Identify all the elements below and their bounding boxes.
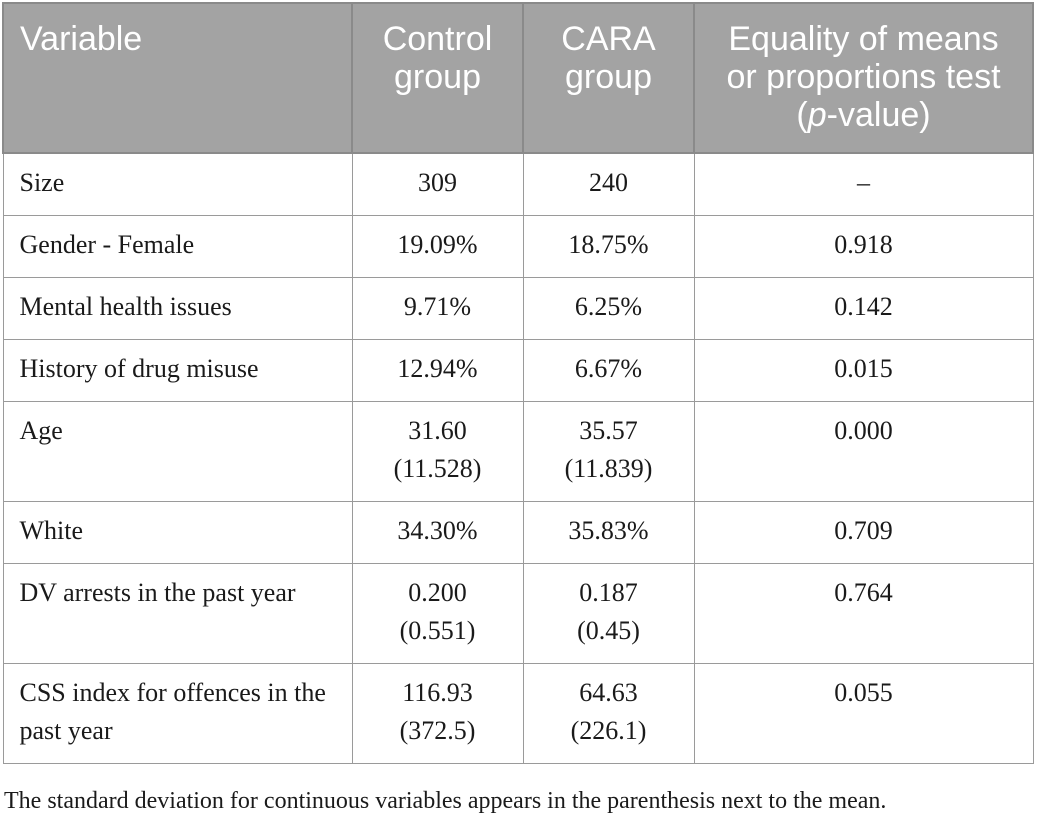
cell-cara-value: 18.75%: [568, 230, 649, 259]
cell-test: –: [693, 152, 1034, 216]
header-cara-group: CARA group: [522, 2, 695, 154]
header-control-group: Control group: [351, 2, 524, 154]
cell-control: 19.09%: [351, 215, 524, 278]
cell-cara: 64.63 (226.1): [522, 663, 695, 764]
cell-test: 0.142: [693, 277, 1034, 340]
table-row: CSS index for offences in the past year …: [2, 663, 1034, 764]
cell-test: 0.000: [693, 401, 1034, 502]
header-test-pvalue: Equality of means or proportions test (p…: [693, 2, 1034, 154]
cell-cara: 6.25%: [522, 277, 695, 340]
header-row: Variable Control group CARA group Equali…: [2, 2, 1034, 154]
cell-cara: 240: [522, 152, 695, 216]
cell-variable: Mental health issues: [2, 277, 353, 340]
header-test-suffix: -value): [826, 96, 931, 134]
cell-cara-value: 6.67%: [574, 354, 643, 383]
cell-test: 0.015: [693, 339, 1034, 402]
cell-control-value: 0.200: [408, 578, 467, 607]
cell-variable: History of drug misuse: [2, 339, 353, 402]
table-row: White 34.30% 35.83% 0.709: [2, 501, 1034, 564]
cell-variable: Gender - Female: [2, 215, 353, 278]
table-row: Mental health issues 9.71% 6.25% 0.142: [2, 277, 1034, 340]
table-row: History of drug misuse 12.94% 6.67% 0.01…: [2, 339, 1034, 402]
results-table: Variable Control group CARA group Equali…: [2, 2, 1034, 764]
cell-control-sd: (0.551): [399, 616, 476, 645]
cell-control-value: 12.94%: [397, 354, 478, 383]
table-footnote: The standard deviation for continuous va…: [4, 788, 887, 814]
cell-cara-sd: (11.839): [564, 454, 653, 483]
cell-variable: Size: [2, 152, 353, 216]
cell-control-sd: (11.528): [393, 454, 482, 483]
cell-test: 0.918: [693, 215, 1034, 278]
cell-cara-value: 35.57: [579, 416, 638, 445]
cell-control: 309: [351, 152, 524, 216]
header-test-p: p: [807, 96, 827, 134]
cell-cara-value: 35.83%: [568, 516, 649, 545]
cell-test: 0.055: [693, 663, 1034, 764]
cell-cara: 6.67%: [522, 339, 695, 402]
cell-cara-sd: (0.45): [577, 616, 640, 645]
cell-cara: 35.57 (11.839): [522, 401, 695, 502]
cell-cara: 0.187 (0.45): [522, 563, 695, 664]
cell-variable: Age: [2, 401, 353, 502]
cell-control-value: 31.60: [408, 416, 467, 445]
cell-control-value: 9.71%: [403, 292, 472, 321]
cell-cara-value: 6.25%: [574, 292, 643, 321]
cell-control-sd: (372.5): [399, 716, 476, 745]
cell-control-value: 116.93: [402, 678, 473, 707]
cell-test: 0.764: [693, 563, 1034, 664]
cell-control-value: 19.09%: [397, 230, 478, 259]
cell-control: 116.93 (372.5): [351, 663, 524, 764]
cell-control: 34.30%: [351, 501, 524, 564]
table-row: Age 31.60 (11.528) 35.57 (11.839) 0.000: [2, 401, 1034, 502]
results-table-wrapper: Variable Control group CARA group Equali…: [2, 2, 1034, 764]
table-row: Gender - Female 19.09% 18.75% 0.918: [2, 215, 1034, 278]
cell-variable: CSS index for offences in the past year: [2, 663, 353, 764]
header-variable: Variable: [2, 2, 353, 154]
cell-control: 0.200 (0.551): [351, 563, 524, 664]
table-row: DV arrests in the past year 0.200 (0.551)…: [2, 563, 1034, 664]
cell-variable: DV arrests in the past year: [2, 563, 353, 664]
cell-control: 12.94%: [351, 339, 524, 402]
header-test-prefix: Equality of means or proportions test (: [726, 20, 1001, 134]
cell-control-value: 309: [418, 168, 457, 197]
table-row: Size 309 240 –: [2, 152, 1034, 216]
cell-cara-value: 64.63: [579, 678, 638, 707]
cell-cara: 18.75%: [522, 215, 695, 278]
cell-control: 9.71%: [351, 277, 524, 340]
cell-cara-value: 240: [589, 168, 628, 197]
cell-test: 0.709: [693, 501, 1034, 564]
cell-control-value: 34.30%: [397, 516, 478, 545]
table-body: Size 309 240 – Gender - Female 19.09% 18…: [2, 152, 1034, 764]
cell-control: 31.60 (11.528): [351, 401, 524, 502]
cell-cara-value: 0.187: [579, 578, 638, 607]
cell-variable: White: [2, 501, 353, 564]
cell-cara-sd: (226.1): [570, 716, 647, 745]
table-header: Variable Control group CARA group Equali…: [2, 2, 1034, 154]
cell-cara: 35.83%: [522, 501, 695, 564]
